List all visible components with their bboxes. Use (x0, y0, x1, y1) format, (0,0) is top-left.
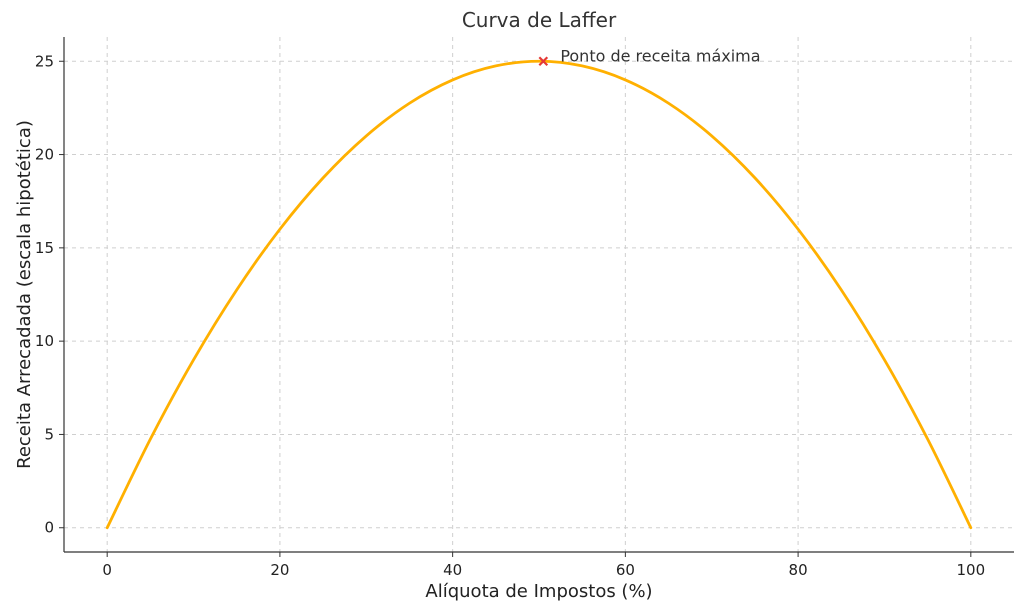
axes (63, 37, 1014, 553)
x-tick-label: 20 (270, 561, 289, 579)
annotations: Ponto de receita máxima (538, 46, 761, 67)
y-tick-label: 10 (35, 332, 54, 350)
x-tick-label: 60 (616, 561, 635, 579)
max-revenue-marker (538, 56, 549, 67)
grid (64, 37, 1014, 552)
x-tick-label: 0 (102, 561, 112, 579)
x-tick-label: 80 (789, 561, 808, 579)
y-tick-label: 5 (44, 425, 54, 443)
chart-title: Curva de Laffer (462, 8, 617, 32)
y-tick-label: 15 (35, 239, 54, 257)
y-tick-label: 25 (35, 52, 54, 70)
y-tick-label: 0 (44, 519, 54, 537)
y-tick-label: 20 (35, 146, 54, 164)
series-line (105, 59, 973, 530)
marker-stroke (538, 56, 549, 67)
y-axis-label: Receita Arrecadada (escala hipotética) (14, 120, 35, 469)
series (105, 59, 973, 530)
x-tick-label: 100 (956, 561, 985, 579)
x-axis-label: Alíquota de Impostos (%) (425, 581, 652, 602)
max-revenue-label: Ponto de receita máxima (560, 46, 760, 65)
x-tick-label: 40 (443, 561, 462, 579)
ticks: 0 20 40 60 80 100 0 5 10 15 20 25 (35, 52, 985, 579)
